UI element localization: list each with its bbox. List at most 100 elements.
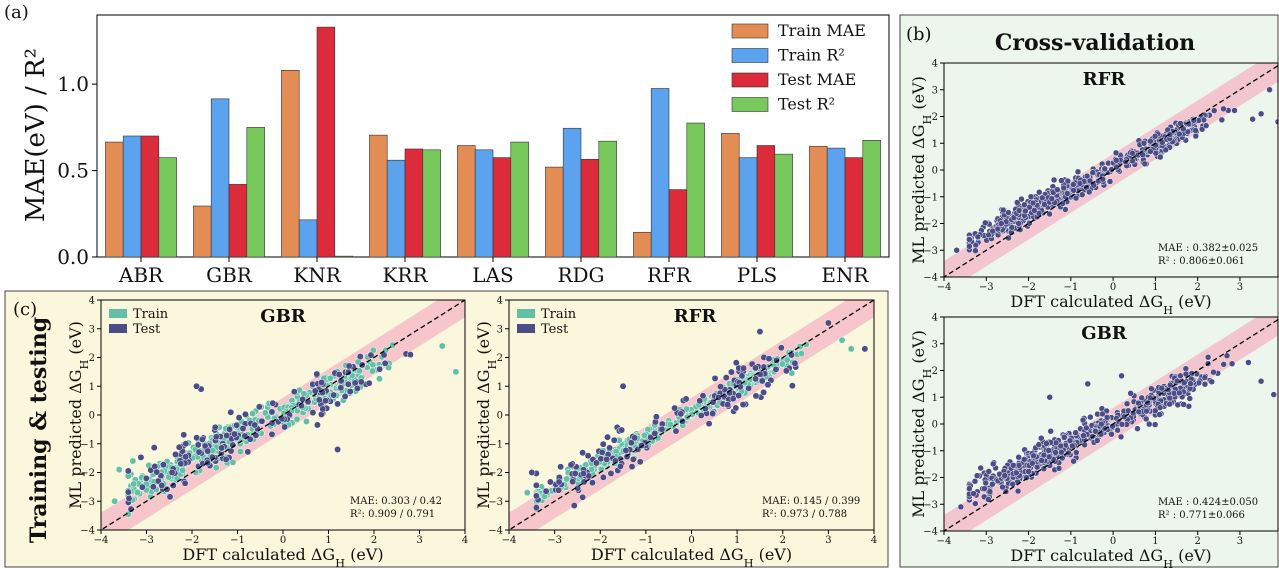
scatter-point-cv	[970, 490, 977, 497]
diagonal-line	[944, 64, 1278, 277]
legend-swatch	[731, 48, 769, 63]
legend-swatch	[517, 324, 535, 333]
scatter-point-test	[593, 459, 600, 467]
scatter-point-cv	[1015, 453, 1022, 461]
scatter-point-cv	[1026, 203, 1033, 211]
y-tick-label: 3	[932, 339, 938, 350]
scatter-point-test	[727, 368, 735, 376]
scatter-point-test	[239, 425, 247, 432]
scatter-point-test	[610, 436, 618, 444]
scatter-point-test	[546, 478, 554, 486]
scatter-point-cv	[971, 478, 979, 485]
scatter-point-cv	[1257, 377, 1265, 385]
y-tick-label: 3	[497, 324, 503, 335]
x-tick-label: KRR	[382, 263, 428, 287]
scatter-point-cv	[1001, 472, 1009, 479]
scatter-point-test	[314, 421, 321, 429]
scatter-point-cv	[1054, 186, 1061, 193]
legend-label: Train MAE	[778, 21, 866, 40]
y-tick-label: 4	[497, 296, 503, 307]
bar-pls-2	[756, 145, 776, 258]
y-tick-label: 0	[89, 411, 95, 422]
mae-text: MAE: 0.145 / 0.399	[762, 496, 860, 507]
scatter-point-test	[579, 493, 587, 501]
scatter-point-cv	[1072, 194, 1080, 202]
scatter-point-test	[555, 478, 563, 486]
scatter-point-cv	[1093, 437, 1101, 444]
scatter-point-cv	[1148, 385, 1155, 392]
scatter-point-cv	[1078, 191, 1086, 198]
scatter-point-cv	[1166, 400, 1173, 408]
scatter-point-cv	[1141, 160, 1149, 168]
scatter-point-cv	[1014, 199, 1021, 206]
scatter-point-test	[652, 413, 660, 421]
scatter-point-test	[629, 455, 637, 463]
scatter-point-test	[603, 455, 611, 463]
scatter-point-cv	[1120, 413, 1128, 420]
y-tick-label: 2	[932, 112, 938, 123]
scatter-point-test	[334, 446, 342, 453]
scatter-point-cv	[1123, 400, 1131, 408]
scatter-point-test	[628, 463, 636, 471]
scatter-point-cv	[1156, 404, 1164, 411]
scatter-point-cv	[1180, 401, 1187, 408]
x-axis-label: DFT calculated ΔGH (eV)	[1010, 292, 1211, 317]
scatter-point-cv	[1039, 194, 1046, 202]
scatter-point-test	[782, 367, 790, 375]
scatter-point-test	[367, 351, 375, 359]
scatter-point-test	[356, 353, 364, 361]
y-tick-label: 2	[89, 353, 95, 364]
panel-c-side-title: Training & testing	[26, 317, 52, 543]
scatter-point-test	[791, 359, 799, 367]
legend-label: Test	[133, 322, 161, 337]
scatter-point-cv	[1113, 157, 1120, 164]
scatter-point-cv	[1186, 395, 1194, 402]
scatter-point-cv	[1079, 416, 1087, 424]
scatter-point-cv	[1151, 133, 1159, 140]
legend-label: Test	[541, 322, 569, 337]
scatter-point-cv	[1117, 433, 1125, 441]
scatter-point-cv	[1249, 115, 1256, 123]
scatter-point-test	[406, 351, 414, 359]
y-tick-label: 2	[497, 353, 503, 364]
scatter-point-test	[617, 462, 624, 470]
scatter-point-cv	[1015, 462, 1023, 469]
x-tick-label: −1	[230, 535, 245, 546]
bar-las-1	[474, 149, 494, 258]
scatter-point-test	[724, 401, 732, 409]
scatter-point-cv	[1176, 130, 1183, 138]
x-tick-label: 3	[1237, 282, 1243, 293]
scatter-point-train	[438, 342, 446, 350]
scatter-point-test	[739, 401, 747, 409]
scatter-point-train	[640, 431, 648, 439]
scatter-point-test	[269, 399, 277, 407]
scatter-point-cv	[1231, 107, 1238, 114]
scatter-point-test	[281, 423, 289, 431]
scatter-point-cv	[1245, 359, 1252, 366]
scatter-point-test	[241, 410, 249, 418]
scatter-point-cv	[1035, 441, 1043, 448]
x-tick-label: −3	[979, 536, 994, 547]
x-tick-label: LAS	[472, 263, 513, 287]
scatter-point-test	[777, 344, 785, 352]
scatter-train-test-rfr: −4 −3 −2 −1 0 1 2 3 4 −4 −3 −2 −1 0 1 2 3 4 RFR DFT calcula…	[474, 296, 877, 568]
scatter-point-test	[658, 425, 666, 433]
mae-text: MAE: 0.303 / 0.42	[350, 496, 442, 507]
scatter-point-test	[682, 395, 690, 403]
bar-rdg-2	[580, 159, 600, 258]
scatter-point-cv	[1151, 421, 1159, 428]
scatter-point-test	[788, 382, 796, 390]
scatter-point-test	[175, 443, 183, 451]
scatter-point-train	[192, 468, 200, 476]
scatter-point-test	[569, 478, 577, 486]
y-axis-label: ML predicted ΔGH (eV)	[909, 76, 934, 264]
x-axis-label: DFT calculated ΔGH (eV)	[591, 545, 792, 568]
scatter-point-cv	[1073, 449, 1080, 456]
scatter-point-test	[740, 364, 747, 372]
bar-krr-2	[404, 148, 424, 258]
subplot-title: GBR	[260, 306, 307, 327]
scatter-point-cv	[953, 247, 960, 254]
x-tick-label: GBR	[206, 263, 253, 287]
y-axis-label: MAE(eV) / R²	[21, 48, 51, 222]
scatter-point-test	[341, 393, 349, 400]
